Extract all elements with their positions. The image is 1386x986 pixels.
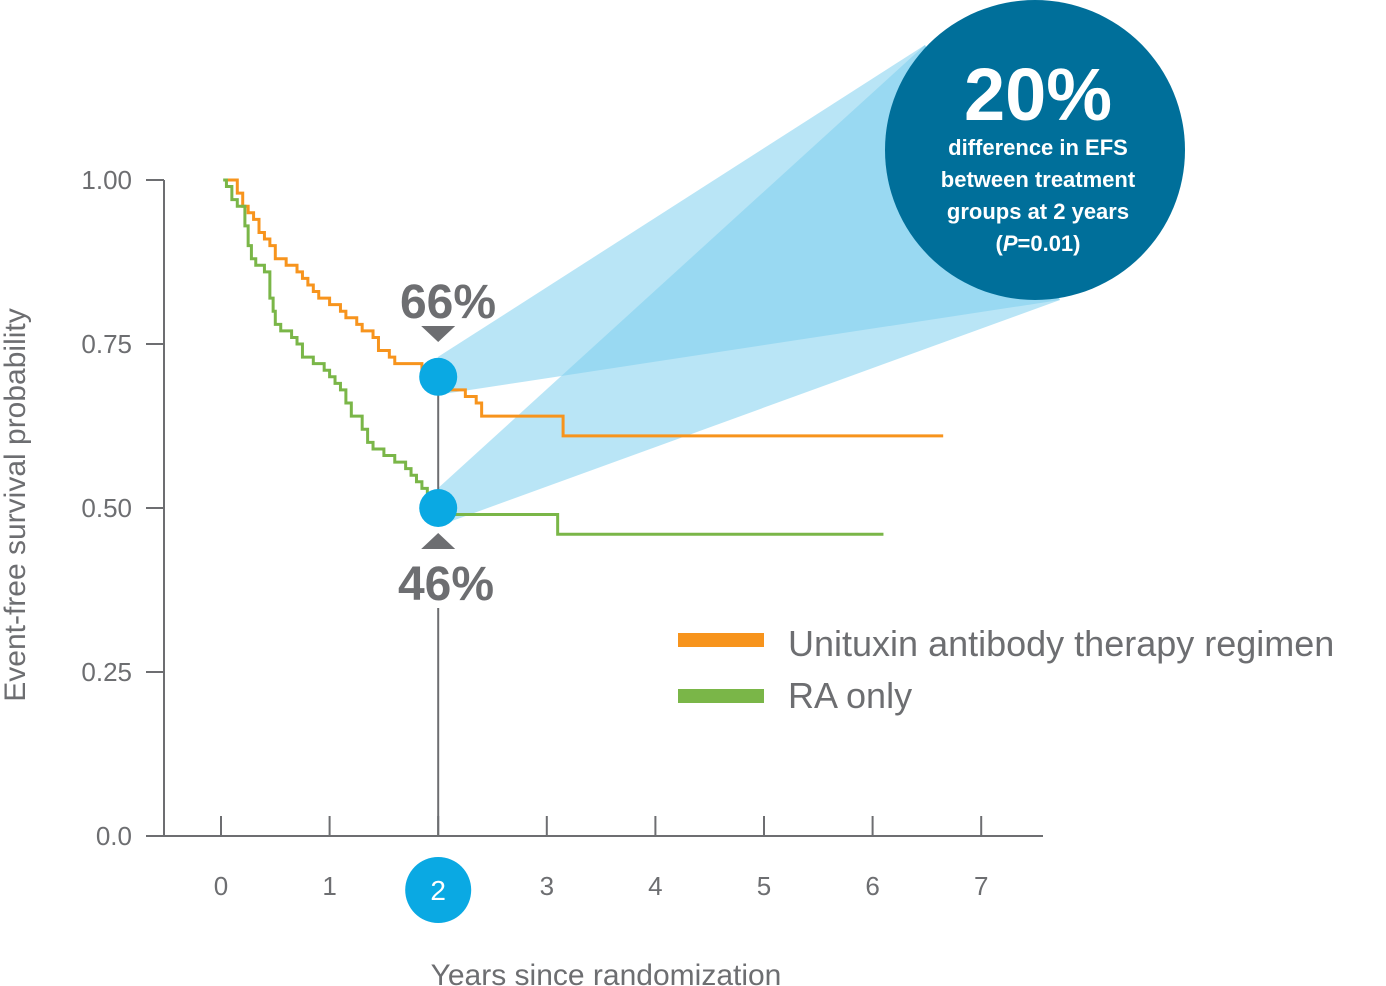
x-tick-label: 0 <box>214 871 228 901</box>
x-tick-label: 7 <box>974 871 988 901</box>
series-line-ra-only <box>223 178 884 536</box>
y-tick-label: 0.75 <box>81 329 132 359</box>
axes: 1.00 0.75 0.50 0.25 0.0 0 1 3 4 5 6 7 Years since ra… <box>0 165 1043 986</box>
markers: 2 <box>405 326 472 923</box>
callout-line-2: between treatment <box>941 167 1136 192</box>
highlight-x-badge <box>405 857 472 923</box>
callout-headline: 20% <box>964 53 1112 136</box>
callout-line-3: groups at 2 years <box>947 199 1129 224</box>
x-tick-label: 6 <box>865 871 879 901</box>
y-tick-label: 1.00 <box>81 165 132 195</box>
x-tick-label: 3 <box>540 871 554 901</box>
y-tick-label: 0.50 <box>81 493 132 523</box>
upper-percent-label: 66% <box>400 276 496 329</box>
lower-arrow <box>421 533 456 549</box>
callout-p-italic: P <box>1003 231 1018 256</box>
callout-p-value: (P=0.01) <box>995 231 1080 256</box>
highlight-x-label: 2 <box>430 875 446 906</box>
x-tick-label: 1 <box>322 871 336 901</box>
legend-swatch-unituxin <box>678 633 764 647</box>
callout-p-suffix: =0.01) <box>1018 231 1081 256</box>
legend-swatch-ra-only <box>678 689 764 703</box>
legend: Unituxin antibody therapy regimen RA onl… <box>678 623 1334 716</box>
y-tick-label: 0.0 <box>96 821 132 851</box>
lower-point-marker <box>419 489 458 527</box>
y-tick-label: 0.25 <box>81 657 132 687</box>
callout-p-prefix: ( <box>995 231 1003 256</box>
x-tick-label: 5 <box>757 871 771 901</box>
upper-arrow <box>421 326 456 342</box>
legend-label-ra-only: RA only <box>788 675 912 716</box>
x-axis-title: Years since randomization <box>431 959 782 986</box>
callout-line-1: difference in EFS <box>948 135 1128 160</box>
upper-point-marker <box>419 357 458 396</box>
legend-label-unituxin: Unituxin antibody therapy regimen <box>788 623 1334 664</box>
x-tick-label: 4 <box>648 871 662 901</box>
y-axis-title: Event-free survival probability <box>0 308 32 702</box>
lower-percent-label: 46% <box>398 558 494 611</box>
callout-bubble <box>885 0 1185 300</box>
